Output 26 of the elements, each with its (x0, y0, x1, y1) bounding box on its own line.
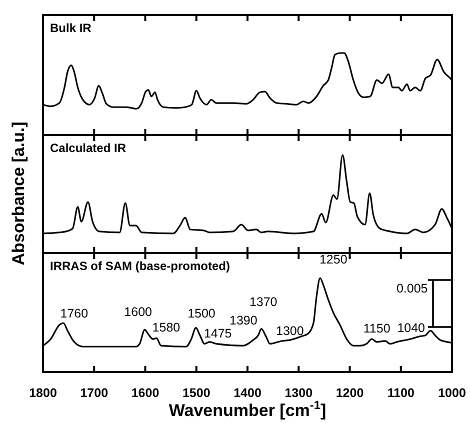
x-axis-title: Wavenumber [cm$^{-1}$] (168, 398, 326, 420)
annotation: 1250 (319, 252, 348, 267)
chart-title: Bulk IR (50, 21, 92, 35)
x-tick-label: 1400 (234, 386, 262, 400)
x-tick-label: 1600 (131, 386, 160, 400)
x-tick-label: 1800 (29, 386, 57, 400)
x-tick-label: 1700 (80, 386, 108, 400)
annotation: 1760 (60, 306, 88, 321)
x-tick-label: 1000 (438, 386, 466, 400)
x-tick-label: 1300 (284, 386, 313, 400)
annotation: 1300 (276, 324, 304, 338)
chart-title: Calculated IR (50, 141, 126, 155)
annotation: 1150 (363, 322, 390, 336)
x-tick-label: 1200 (336, 386, 364, 400)
annotation: 1500 (188, 306, 216, 321)
annotation: 1390 (230, 313, 258, 328)
annotation: 1580 (152, 320, 180, 334)
annotation: 1475 (204, 326, 232, 341)
y-axis-title: Absorbance [a.u.] (9, 122, 28, 266)
annotation: 1600 (124, 305, 152, 320)
annotation: 0.005 (396, 282, 428, 296)
chart-title: IRRAS of SAM (base-promoted) (50, 259, 230, 273)
x-tick-label: 1500 (182, 386, 210, 400)
x-tick-label: 1100 (387, 386, 414, 400)
annotation: 1040 (397, 321, 426, 336)
annotation: 1370 (249, 294, 278, 309)
